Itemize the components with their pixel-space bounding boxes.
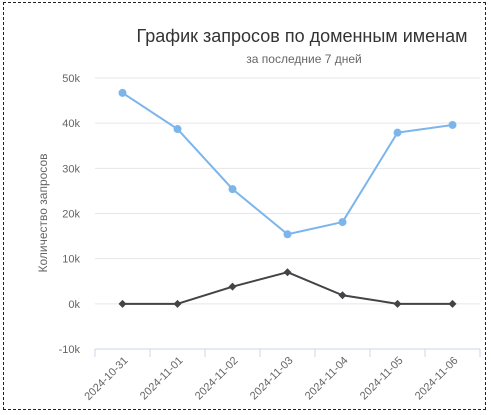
series-2-point[interactable] xyxy=(338,291,347,300)
y-axis-ticks: -10k 0k 10k 20k 30k 40k 50k xyxy=(59,73,81,356)
series-2-point[interactable] xyxy=(393,299,402,308)
x-tick-label: 2024-11-05 xyxy=(358,355,406,403)
series-1-point[interactable] xyxy=(283,230,292,239)
chart-title: График запросов по доменным именам xyxy=(137,26,468,46)
x-tick-label: 2024-11-02 xyxy=(193,355,241,403)
series-2-point[interactable] xyxy=(118,299,127,308)
y-tick-label: 20k xyxy=(62,209,80,221)
x-tick-label: 2024-11-04 xyxy=(303,355,351,403)
x-tick-label: 2024-11-01 xyxy=(138,355,186,403)
series-1-point[interactable] xyxy=(393,128,402,137)
y-tick-label: -10k xyxy=(59,344,81,356)
series-1-point[interactable] xyxy=(228,185,237,194)
x-tick-label: 2024-10-31 xyxy=(82,355,130,403)
series-2-point[interactable] xyxy=(173,299,182,308)
x-tick-label: 2024-11-06 xyxy=(413,355,461,403)
y-axis-label: Количество запросов xyxy=(36,154,50,273)
chart-subtitle: за последние 7 дней xyxy=(246,52,361,66)
series-1-point[interactable] xyxy=(338,218,347,227)
series-lines xyxy=(118,88,457,308)
series-2-point[interactable] xyxy=(448,299,457,308)
y-tick-label: 0k xyxy=(68,299,80,311)
y-tick-label: 40k xyxy=(62,118,80,130)
series-1-point[interactable] xyxy=(173,125,182,134)
x-tick-label: 2024-11-03 xyxy=(248,355,296,403)
grid-lines xyxy=(95,77,480,350)
series-1-point[interactable] xyxy=(118,88,127,97)
chart-frame xyxy=(3,2,486,410)
series-2-point[interactable] xyxy=(283,268,292,277)
series-2-point[interactable] xyxy=(228,282,237,291)
series-2-line xyxy=(122,271,453,305)
y-tick-label: 50k xyxy=(62,73,80,85)
y-tick-label: 10k xyxy=(62,254,80,266)
y-tick-label: 30k xyxy=(62,163,80,175)
x-axis: 2024-10-31 2024-11-01 2024-11-02 2024-11-03… xyxy=(82,348,481,403)
series-1-point[interactable] xyxy=(448,120,457,129)
